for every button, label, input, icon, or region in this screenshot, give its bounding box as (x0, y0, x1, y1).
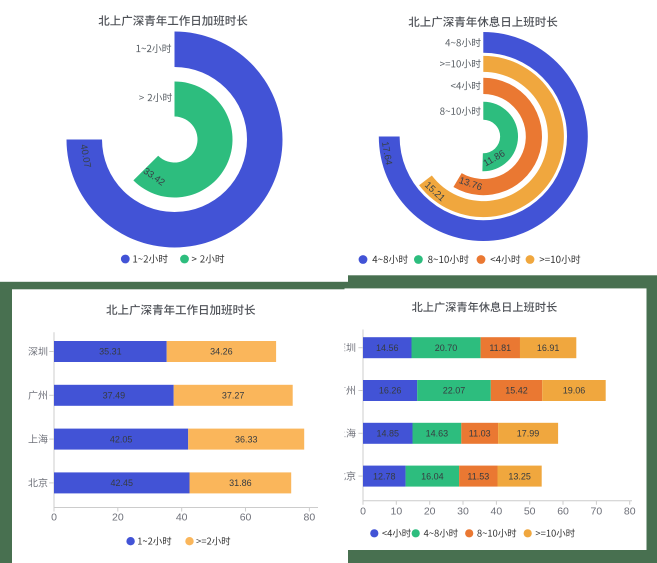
svg-text:16.04: 16.04 (421, 471, 444, 481)
svg-text:16.91: 16.91 (537, 343, 560, 353)
svg-text:30: 30 (457, 506, 469, 518)
svg-text:10: 10 (390, 506, 402, 518)
svg-text:40: 40 (491, 506, 503, 518)
svg-text:15.42: 15.42 (505, 386, 528, 396)
svg-text:11.53: 11.53 (467, 471, 489, 481)
svg-text:11.03: 11.03 (469, 429, 491, 439)
svg-text:37.49: 37.49 (103, 391, 126, 401)
svg-text:17.99: 17.99 (517, 429, 540, 439)
svg-text:60: 60 (557, 506, 569, 518)
svg-text:42.05: 42.05 (110, 434, 133, 444)
svg-text:20: 20 (424, 506, 436, 518)
svg-text:80: 80 (304, 512, 316, 524)
svg-text:14.85: 14.85 (376, 429, 399, 439)
svg-text:13.25: 13.25 (508, 471, 531, 481)
svg-text:17.64: 17.64 (379, 141, 394, 166)
svg-text:31.86: 31.86 (229, 478, 252, 488)
svg-text:20.70: 20.70 (435, 343, 458, 353)
svg-text:37.27: 37.27 (222, 391, 245, 401)
svg-text:70: 70 (591, 506, 603, 518)
svg-text:16.26: 16.26 (379, 386, 402, 396)
svg-text:11.81: 11.81 (489, 343, 511, 353)
svg-text:0: 0 (51, 512, 57, 524)
svg-text:40.07: 40.07 (78, 143, 93, 168)
svg-text:12.78: 12.78 (373, 471, 396, 481)
svg-text:22.07: 22.07 (443, 386, 466, 396)
svg-text:20: 20 (112, 512, 124, 524)
svg-text:14.63: 14.63 (426, 429, 449, 439)
svg-text:14.56: 14.56 (376, 343, 399, 353)
svg-text:19.06: 19.06 (563, 386, 586, 396)
svg-text:40: 40 (176, 512, 188, 524)
svg-text:60: 60 (240, 512, 252, 524)
svg-text:80: 80 (624, 506, 636, 518)
svg-text:34.26: 34.26 (210, 347, 233, 357)
svg-text:36.33: 36.33 (235, 434, 258, 444)
svg-text:42.45: 42.45 (110, 478, 133, 488)
svg-text:35.31: 35.31 (99, 347, 122, 357)
svg-text:50: 50 (524, 506, 536, 518)
svg-text:0: 0 (360, 506, 366, 518)
